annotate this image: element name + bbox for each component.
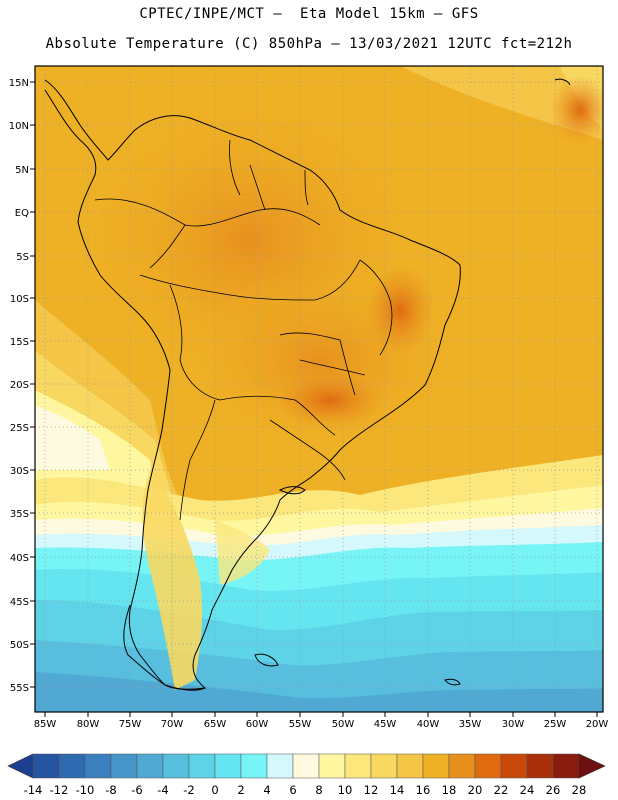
lon-label: 20W <box>586 719 609 730</box>
colorbar-swatch <box>162 753 190 779</box>
lon-label: 55W <box>289 719 312 730</box>
lat-label: 5S <box>16 252 29 263</box>
colorbar-label: 0 <box>211 783 218 797</box>
colorbar-arrow-low <box>7 753 34 779</box>
colorbar-label: 2 <box>237 783 244 797</box>
colorbar-swatch <box>84 753 112 779</box>
lat-label: 45S <box>10 597 29 608</box>
colorbar-label: 16 <box>416 783 431 797</box>
colorbar-swatch <box>266 753 294 779</box>
colorbar-swatch <box>188 753 216 779</box>
colorbar-label: -14 <box>24 783 43 797</box>
colorbar-swatch <box>110 753 138 779</box>
colorbar-label: 20 <box>468 783 483 797</box>
colorbar-label: -8 <box>105 783 116 797</box>
colorbar-label: 18 <box>442 783 457 797</box>
colorbar-swatch <box>448 753 476 779</box>
lon-label: 80W <box>77 719 100 730</box>
colorbar-arrow-high <box>578 753 606 779</box>
lat-label: 30S <box>10 466 29 477</box>
lat-label: 10S <box>10 294 29 305</box>
lat-label: EQ <box>15 208 29 219</box>
axis-ticks <box>30 81 598 717</box>
colorbar-label: -4 <box>157 783 168 797</box>
lon-label: 85W <box>34 719 57 730</box>
lat-label: 50S <box>10 640 29 651</box>
lat-label: 15N <box>9 78 29 89</box>
lon-label: 25W <box>544 719 567 730</box>
colorbar-label: -12 <box>50 783 69 797</box>
lat-label: 55S <box>10 683 29 694</box>
lon-label: 45W <box>374 719 397 730</box>
colorbar-swatch <box>292 753 320 779</box>
lon-label: 75W <box>119 719 142 730</box>
colorbar-swatch <box>370 753 398 779</box>
lat-label: 25S <box>10 423 29 434</box>
colorbar-swatch <box>396 753 424 779</box>
colorbar-swatch <box>500 753 528 779</box>
colorbar-label: 14 <box>390 783 405 797</box>
lon-label: 65W <box>204 719 227 730</box>
colorbar-labels: -14 -12 -10 -8 -6 -4 -2 0 2 4 6 8 10 12 … <box>24 783 587 797</box>
map-border <box>34 65 604 713</box>
colorbar-swatch <box>344 753 372 779</box>
lon-label: 30W <box>502 719 525 730</box>
colorbar-swatch <box>474 753 502 779</box>
temperature-field <box>35 66 603 712</box>
colorbar-swatch <box>526 753 554 779</box>
lon-label: 35W <box>459 719 482 730</box>
colorbar-swatch <box>422 753 450 779</box>
lat-label: 40S <box>10 553 29 564</box>
colorbar-label: 10 <box>338 783 353 797</box>
lat-label: 5N <box>15 165 29 176</box>
colorbar-swatch <box>240 753 268 779</box>
colorbar-swatch <box>32 753 60 779</box>
lon-label: 70W <box>161 719 184 730</box>
colorbar-swatch <box>136 753 164 779</box>
colorbar-swatch <box>318 753 346 779</box>
lat-label: 15S <box>10 337 29 348</box>
colorbar-label: 26 <box>546 783 561 797</box>
coastlines <box>44 78 571 691</box>
title-line-2: Absolute Temperature (C) 850hPa – 13/03/… <box>45 36 573 52</box>
colorbar-label: 4 <box>263 783 270 797</box>
colorbar-swatch <box>552 753 580 779</box>
lat-label: 20S <box>10 380 29 391</box>
colorbar-swatch <box>58 753 86 779</box>
lat-label: 35S <box>10 509 29 520</box>
latitude-labels: 15N 10N 5N EQ 5S 10S 15S 20S 25S 30S 35S… <box>9 78 29 694</box>
colorbar-label: -2 <box>183 783 194 797</box>
colorbar <box>7 753 606 779</box>
colorbar-label: -10 <box>76 783 95 797</box>
country-borders <box>94 139 393 521</box>
colorbar-label: 12 <box>364 783 379 797</box>
colorbar-label: 22 <box>494 783 509 797</box>
colorbar-label: 8 <box>315 783 322 797</box>
lat-label: 10N <box>9 121 29 132</box>
colorbar-label: 28 <box>572 783 587 797</box>
title-line-1: CPTEC/INPE/MCT – Eta Model 15km – GFS <box>139 6 479 22</box>
colorbar-label: 6 <box>289 783 296 797</box>
lon-label: 40W <box>417 719 440 730</box>
lon-label: 50W <box>332 719 355 730</box>
colorbar-label: 24 <box>520 783 535 797</box>
lon-label: 60W <box>246 719 269 730</box>
colorbar-swatch <box>214 753 242 779</box>
colorbar-label: -6 <box>131 783 142 797</box>
longitude-labels: 85W 80W 75W 70W 65W 60W 55W 50W 45W 40W … <box>34 719 609 730</box>
